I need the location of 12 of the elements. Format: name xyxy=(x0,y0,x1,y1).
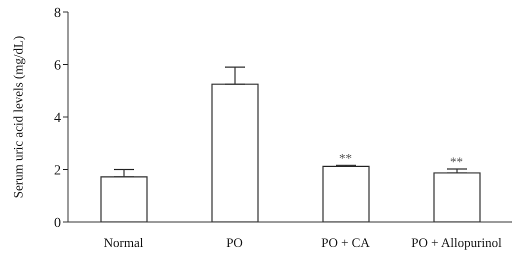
y-tick-label: 6 xyxy=(54,58,61,74)
x-tick-label: Normal xyxy=(104,235,144,250)
annotation: ** xyxy=(450,154,463,169)
annotation: ** xyxy=(339,150,352,166)
x-tick-label: PO xyxy=(226,235,243,250)
y-tick-label: 4 xyxy=(54,110,61,126)
x-tick-label: PO + CA xyxy=(321,235,370,250)
y-tick-label: 2 xyxy=(54,163,61,178)
y-tick-label: 0 xyxy=(54,216,61,231)
x-tick-label: PO + Allopurinol xyxy=(411,235,502,250)
y-tick-label: 8 xyxy=(54,6,61,21)
y-axis-title: Serum uric acid levels (mg/dL) xyxy=(10,36,26,198)
